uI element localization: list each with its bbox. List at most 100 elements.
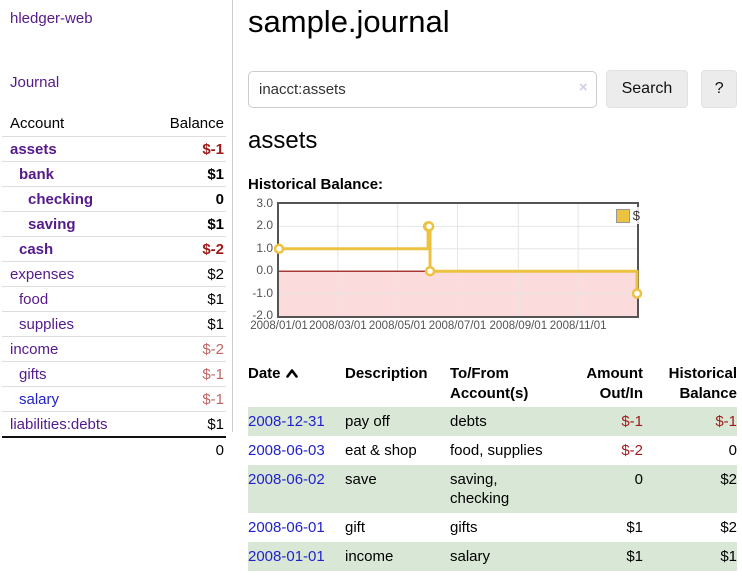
chart-x-axis: 2008/01/01 2008/03/01 2008/05/01 2008/07/01… (248, 320, 737, 336)
y-tick-label: 0.0 (256, 263, 273, 278)
account-link[interactable]: income (10, 340, 59, 358)
account-link[interactable]: gifts (19, 365, 47, 383)
x-tick-label: 2008/09/01 (489, 320, 548, 332)
account-row: income $-2 (2, 336, 226, 362)
clear-search-icon[interactable]: × (578, 78, 588, 96)
register-row: 2008-06-02 save saving, checking 0 $2 (248, 465, 737, 513)
register-header-row: Date Description To/From Account(s) Amou… (248, 361, 737, 407)
register-date-link[interactable]: 2008-01-01 (248, 548, 325, 565)
account-link[interactable]: supplies (19, 315, 75, 333)
register-row: 2008-01-01 income salary $1 $1 (248, 542, 737, 571)
help-button[interactable]: ? (701, 70, 737, 108)
account-row: supplies $1 (2, 311, 226, 337)
register-balance-cell: 0 (728, 442, 737, 459)
register-row: 2008-06-03 eat & shop food, supplies $-2 0 (248, 436, 737, 465)
balance-chart[interactable]: 3.0 2.0 1.0 0.0 -1.0 -2.0 $ 2008/01/01 2008/03… (248, 197, 737, 338)
register-description-cell: eat & shop (345, 442, 417, 459)
register-balance-cell: $2 (720, 471, 737, 488)
account-balance: $2 (207, 265, 224, 283)
register-description-cell: gift (345, 519, 366, 536)
account-link[interactable]: bank (19, 165, 55, 183)
column-date[interactable]: Date (248, 361, 345, 407)
account-balance: $1 (207, 165, 224, 183)
register-description-cell: pay off (345, 413, 390, 430)
register-description-cell: save (345, 471, 377, 488)
column-balance[interactable]: Historical Balance (668, 365, 737, 402)
account-link[interactable]: expenses (10, 265, 75, 283)
register-date-link[interactable]: 2008-06-01 (248, 519, 325, 536)
account-link[interactable]: saving (28, 215, 76, 233)
account-balance: $-1 (202, 365, 224, 383)
account-link[interactable]: assets (10, 140, 57, 158)
column-amount[interactable]: Amount Out/In (586, 365, 643, 402)
account-balance: $1 (207, 315, 224, 333)
accounts-header-account: Account (10, 115, 65, 132)
y-tick-label: 3.0 (256, 196, 273, 210)
accounts-header-balance: Balance (169, 115, 224, 132)
account-row: assets $-1 (2, 136, 226, 162)
register-balance-cell: $1 (720, 548, 737, 565)
account-link[interactable]: salary (19, 390, 60, 408)
search-field-wrap: × (248, 70, 597, 108)
account-row: saving $1 (2, 211, 226, 237)
x-tick-label: 2008/01/01 (250, 320, 308, 332)
account-link[interactable]: liabilities:debts (10, 415, 108, 433)
y-tick-label: -1.0 (252, 285, 273, 300)
main-content: sample.journal × Search ? assets Histori… (248, 0, 737, 571)
account-link[interactable]: food (19, 290, 49, 308)
account-balance: $-2 (202, 340, 224, 358)
legend-label: $ (632, 208, 640, 223)
register-balance-cell: $-1 (715, 413, 737, 430)
account-balance: $1 (207, 290, 224, 308)
app-title[interactable]: hledger-web (10, 10, 93, 27)
register-row: 2008-12-31 pay off debts $-1 $-1 (248, 407, 737, 436)
account-link[interactable]: checking (28, 190, 94, 208)
search-button[interactable]: Search (605, 70, 689, 108)
register-date-link[interactable]: 2008-12-31 (248, 413, 325, 430)
register-date-link[interactable]: 2008-06-02 (248, 471, 325, 488)
legend-swatch-dollar (615, 208, 630, 223)
accounts-header-row: Account Balance (2, 111, 226, 137)
register-date-cell: 2008-01-01 (248, 542, 345, 571)
account-row: gifts $-1 (2, 361, 226, 387)
account-row: salary $-1 (2, 386, 226, 412)
register-date-cell: 2008-06-03 (248, 436, 345, 465)
y-tick-label: 1.0 (256, 240, 273, 255)
accounts-table: Account Balance assets $-1 bank $1 checking 0… (2, 111, 226, 462)
y-tick-label: 2.0 (256, 218, 273, 233)
account-heading: assets (248, 127, 318, 154)
account-balance: $-1 (202, 390, 224, 408)
account-link[interactable]: cash (19, 240, 54, 258)
account-row: food $1 (2, 286, 226, 312)
sidebar: hledger-web Journal Account Balance asse… (0, 0, 233, 462)
account-balance: $1 (207, 215, 224, 233)
chart-y-axis: 3.0 2.0 1.0 0.0 -1.0 -2.0 (248, 197, 273, 321)
x-tick-label: 2008/05/01 (368, 320, 427, 332)
column-description[interactable]: Description (345, 365, 428, 382)
column-accounts[interactable]: To/From Account(s) (450, 365, 529, 402)
x-tick-label: 2008/03/01 (309, 320, 367, 332)
x-tick-label: 2008/07/01 (428, 320, 487, 332)
accounts-total-balance: 0 (141, 436, 226, 462)
register-table: Date Description To/From Account(s) Amou… (248, 361, 737, 571)
accounts-total-row: 0 (2, 436, 226, 462)
search-input[interactable] (248, 70, 597, 108)
register-description-cell: income (345, 548, 394, 565)
x-tick-label: 2008/11/01 (549, 320, 607, 332)
account-balance: $-2 (202, 240, 224, 258)
register-amount-cell: $-2 (621, 442, 643, 459)
register-accounts-cell: salary (450, 548, 491, 565)
chart-label: Historical Balance: (248, 176, 384, 193)
register-date-link[interactable]: 2008-06-03 (248, 442, 325, 459)
register-balance-cell: $2 (720, 519, 737, 536)
register-row: 2008-06-01 gift gifts $1 $2 (248, 513, 737, 542)
register-amount-cell: $-1 (621, 413, 643, 430)
register-amount-cell: 0 (634, 471, 643, 488)
account-row: liabilities:debts $1 (2, 411, 226, 438)
account-row: expenses $2 (2, 261, 226, 287)
register-accounts-cell: saving, checking (450, 471, 510, 507)
account-balance: $1 (207, 415, 224, 433)
account-balance: $-1 (202, 140, 224, 158)
account-balance: 0 (215, 190, 224, 208)
nav-journal-link[interactable]: Journal (10, 74, 60, 91)
